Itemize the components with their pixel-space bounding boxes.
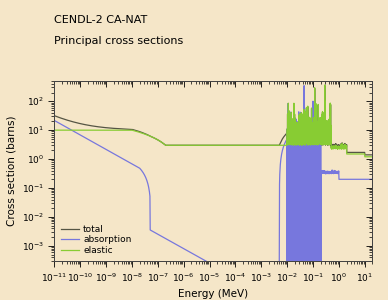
elastic — [52, 128, 57, 132]
total — [370, 153, 375, 157]
total — [362, 153, 367, 157]
elastic — [303, 142, 308, 146]
Line: absorption: absorption — [54, 86, 372, 270]
elastic — [91, 128, 95, 132]
absorption — [300, 268, 305, 272]
Line: elastic: elastic — [54, 85, 372, 157]
absorption — [338, 178, 342, 181]
absorption — [195, 254, 199, 258]
total — [91, 124, 95, 128]
absorption — [52, 119, 57, 122]
total — [303, 139, 308, 143]
Y-axis label: Cross section (barns): Cross section (barns) — [6, 116, 16, 226]
elastic — [370, 155, 375, 159]
total — [306, 142, 310, 146]
Text: CENDL-2 CA-NAT: CENDL-2 CA-NAT — [54, 15, 147, 25]
absorption — [91, 140, 95, 144]
elastic — [338, 145, 342, 149]
Legend: total, absorption, elastic: total, absorption, elastic — [59, 223, 133, 256]
absorption — [370, 178, 375, 181]
elastic — [306, 142, 310, 146]
elastic — [362, 155, 367, 159]
elastic — [300, 141, 305, 145]
absorption — [302, 84, 307, 88]
total — [52, 114, 57, 118]
Text: Principal cross sections: Principal cross sections — [54, 36, 184, 46]
Line: total: total — [54, 85, 372, 155]
elastic — [322, 83, 327, 87]
absorption — [303, 268, 308, 272]
absorption — [306, 132, 311, 136]
absorption — [219, 268, 224, 272]
total — [338, 144, 342, 148]
elastic — [195, 143, 199, 147]
total — [322, 84, 327, 87]
total — [195, 143, 199, 147]
total — [300, 141, 305, 145]
X-axis label: Energy (MeV): Energy (MeV) — [178, 290, 248, 299]
